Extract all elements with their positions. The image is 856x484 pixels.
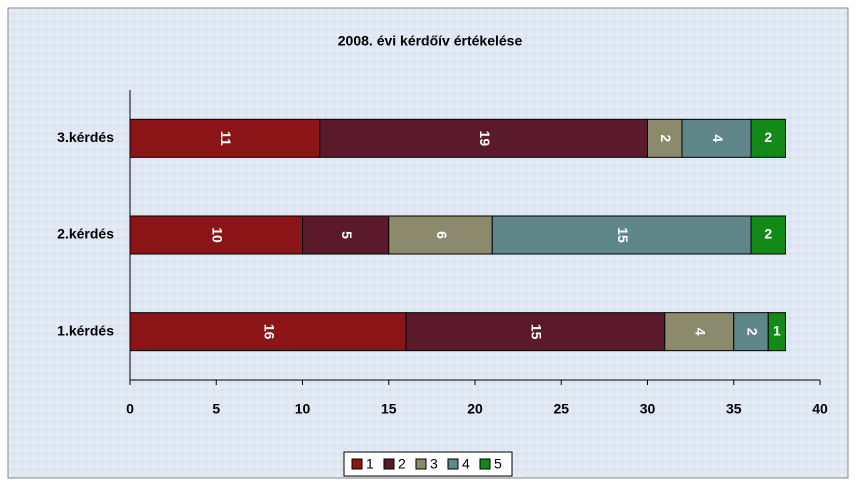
legend-swatch	[351, 458, 363, 470]
y-tick-label: 2.kérdés	[57, 226, 114, 242]
data-label: 16	[261, 324, 277, 340]
bar-segment	[647, 118, 683, 158]
x-tick-label: 0	[126, 401, 134, 417]
bar-segment	[681, 118, 752, 158]
legend-label: 1	[366, 456, 374, 472]
data-label: 2	[744, 328, 760, 336]
data-label: 2	[658, 134, 674, 142]
x-tick-label: 15	[381, 401, 397, 417]
x-tick-label: 10	[295, 401, 311, 417]
legend-label: 2	[398, 456, 406, 472]
data-label: 11	[218, 131, 234, 146]
chart-title: 2008. évi kérdőív értékelése	[338, 33, 523, 49]
data-label: 19	[477, 131, 493, 147]
bar-segment	[733, 312, 769, 352]
bar-segment	[129, 215, 303, 255]
x-tick-label: 20	[467, 401, 483, 417]
x-tick-label: 35	[726, 401, 742, 417]
legend-swatch	[479, 458, 491, 470]
data-label: 4	[710, 134, 726, 142]
bar-segment	[767, 312, 786, 352]
data-label: 15	[615, 227, 631, 243]
bar-segment	[319, 118, 648, 158]
x-tick-label: 25	[553, 401, 569, 417]
bar-segment	[664, 312, 735, 352]
bar-segment	[129, 118, 321, 158]
y-tick-label: 3.kérdés	[57, 129, 114, 145]
bar-segment	[302, 215, 390, 255]
data-label: 2	[764, 129, 772, 145]
data-label: 5	[339, 231, 355, 239]
legend-swatch	[415, 458, 427, 470]
data-label: 4	[693, 328, 709, 336]
bar-segment	[388, 215, 493, 255]
data-label: 15	[529, 324, 545, 340]
y-tick-label: 1.kérdés	[57, 322, 114, 338]
bar-segment	[750, 118, 786, 158]
bar-segment	[750, 215, 786, 255]
x-tick-label: 30	[640, 401, 656, 417]
data-label: 1	[773, 322, 781, 338]
data-label: 2	[764, 226, 772, 242]
bar-segment	[491, 215, 752, 255]
legend-swatch	[383, 458, 395, 470]
legend-swatch	[447, 458, 459, 470]
legend-label: 5	[494, 456, 502, 472]
data-label: 10	[210, 227, 226, 243]
legend-label: 3	[430, 456, 438, 472]
x-tick-label: 40	[812, 401, 828, 417]
data-label: 6	[434, 231, 450, 239]
legend-label: 4	[462, 456, 470, 472]
x-tick-label: 5	[212, 401, 220, 417]
bar-segment	[129, 312, 407, 352]
